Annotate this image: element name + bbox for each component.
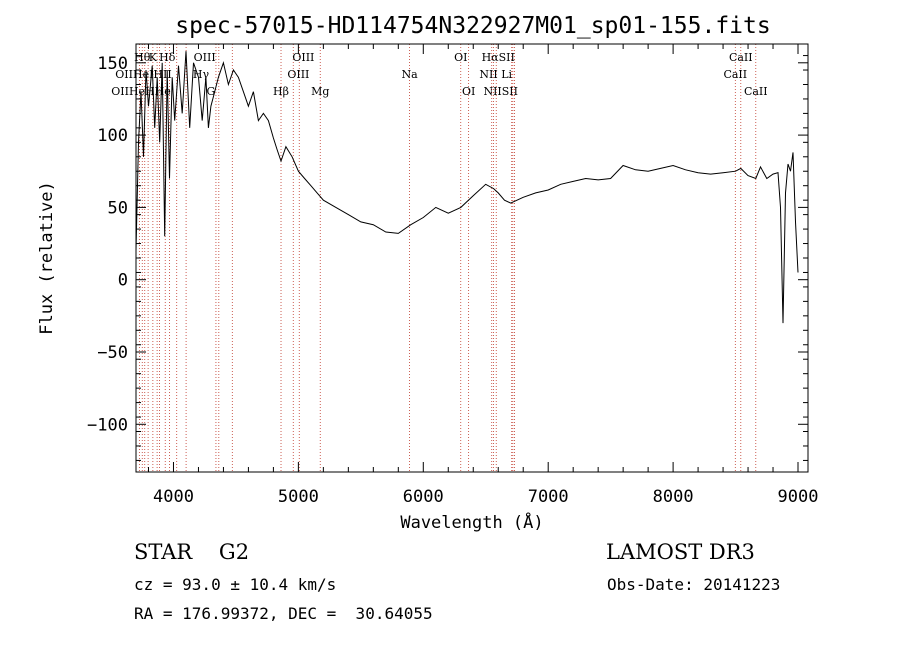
line-label: NIISII: [483, 85, 518, 98]
line-label: OIII: [292, 51, 314, 64]
line-label: Hγ: [193, 68, 210, 81]
y-axis-label: Flux (relative): [37, 181, 57, 335]
line-label: Hβ: [273, 85, 289, 98]
line-label: Hθ: [134, 51, 151, 64]
x-tick-label: 4000: [153, 487, 194, 507]
line-label: OIII: [194, 51, 216, 64]
object-type: STAR G2: [134, 540, 250, 564]
chart-title: spec-57015-HD114754N322927M01_sp01-155.f…: [175, 13, 770, 39]
line-label: Mg: [311, 85, 329, 98]
line-label: CaII: [729, 51, 753, 64]
line-label: OIII: [287, 68, 309, 81]
survey-name: LAMOST DR3: [606, 540, 755, 564]
line-label: HαSII: [482, 51, 515, 64]
line-markers: [138, 44, 757, 472]
y-tick-label: −100: [87, 415, 128, 435]
line-label: Hδ: [159, 51, 176, 64]
x-tick-label: 7000: [528, 487, 569, 507]
y-tick-label: 50: [108, 198, 128, 218]
line-label: CaII: [744, 85, 768, 98]
redshift-velocity: cz = 93.0 ± 10.4 km/s: [134, 575, 337, 594]
line-label: Na: [401, 68, 418, 81]
line-label: G: [207, 85, 216, 98]
line-label: CaII: [723, 68, 747, 81]
line-label: OI: [462, 85, 475, 98]
y-axis: −100 −50 0 50 100 150: [87, 54, 808, 461]
line-label: K: [149, 51, 158, 64]
x-axis-label: Wavelength (Å): [400, 511, 543, 533]
spectrum-line: [135, 51, 799, 324]
line-label: OI: [454, 51, 467, 64]
x-tick-label: 5000: [278, 487, 319, 507]
x-tick-label: 8000: [653, 487, 694, 507]
x-axis: 4000 5000 6000 7000 8000 9000: [147, 44, 819, 507]
y-tick-label: 0: [118, 271, 128, 291]
line-label: NII Li: [479, 68, 512, 81]
y-tick-label: 150: [97, 54, 128, 74]
plot-frame: [135, 43, 809, 473]
x-tick-label: 6000: [403, 487, 444, 507]
x-tick-label: 9000: [778, 487, 819, 507]
coordinates: RA = 176.99372, DEC = 30.64055: [134, 604, 433, 623]
y-tick-label: 100: [97, 126, 128, 146]
observation-date: Obs-Date: 20141223: [607, 575, 781, 594]
y-tick-label: −50: [97, 343, 128, 363]
